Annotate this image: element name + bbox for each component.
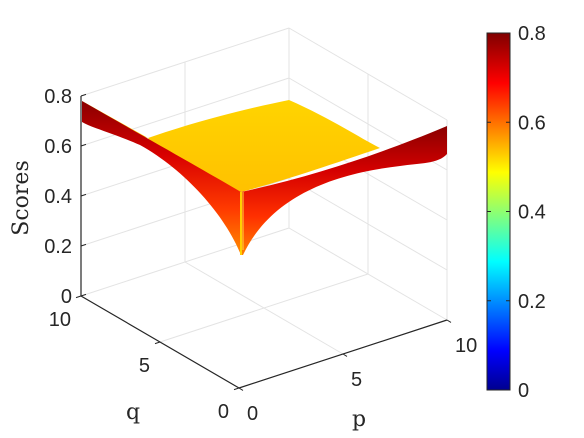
p-tick-label: 5	[351, 369, 362, 391]
q-tick-label: 10	[49, 309, 71, 331]
p-axis-label: p	[352, 407, 366, 432]
colorbar-tick-label: 0.6	[518, 112, 546, 134]
p-tick-label: 0	[247, 403, 258, 425]
q-tick-label: 0	[218, 401, 229, 423]
surface-top	[82, 100, 380, 192]
q-axis-label: q	[126, 400, 140, 425]
p-tick-mark	[238, 387, 244, 391]
colorbar-tick-label: 0	[518, 380, 529, 402]
q-tick-mark	[154, 341, 161, 345]
z-tick-mark	[80, 243, 87, 247]
z-tick-label: 0	[61, 286, 72, 308]
z-tick-mark	[80, 93, 87, 97]
z-tick-mark	[80, 293, 87, 297]
p-tick-label: 10	[455, 335, 477, 357]
colorbar-ticks: 0 0.2 0.4 0.6 0.8	[487, 23, 546, 402]
colorbar: 0 0.2 0.4 0.6 0.8	[486, 23, 546, 402]
q-tick-label: 5	[139, 355, 150, 377]
z-tick-mark	[80, 193, 87, 197]
z-tick-mark	[80, 143, 87, 147]
z-axis-label: Scores	[9, 160, 34, 235]
surface	[82, 100, 447, 255]
z-tick-label: 0.6	[44, 136, 72, 158]
p-tick-mark	[342, 353, 348, 357]
p-axis-ticks: 0 5 10	[238, 319, 477, 425]
q-axis-ticks: 0 5 10	[49, 295, 240, 423]
z-tick-label: 0.8	[44, 86, 72, 108]
colorbar-tick-label: 0.8	[518, 23, 546, 45]
q-tick-mark	[233, 387, 240, 391]
colorbar-gradient	[487, 33, 510, 390]
q-tick-mark	[75, 295, 82, 299]
colorbar-tick-label: 0.2	[518, 291, 546, 313]
surface-front-left	[82, 101, 241, 255]
z-tick-label: 0.4	[44, 186, 72, 208]
z-axis-ticks: 0 0.2 0.4 0.6 0.8	[44, 86, 87, 308]
p-tick-mark	[446, 319, 452, 323]
z-tick-label: 0.2	[44, 236, 72, 258]
surface-front-right	[241, 126, 447, 255]
colorbar-tick-label: 0.4	[518, 202, 546, 224]
